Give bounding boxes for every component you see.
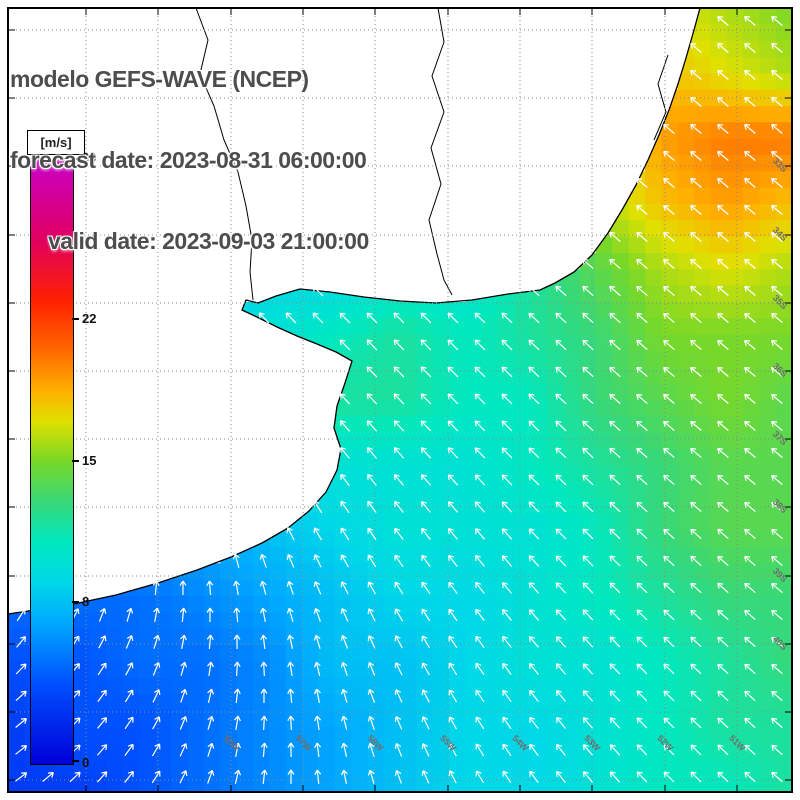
river-line xyxy=(653,54,669,141)
forecast-date-line: forecast date: 2023-08-31 06:00:00 xyxy=(10,147,367,173)
title-block: modelo GEFS-WAVE (NCEP) forecast date: 2… xyxy=(10,12,369,309)
graticule xyxy=(8,8,792,792)
land-coastline xyxy=(7,7,701,615)
colorbar-tick-mark xyxy=(72,158,79,160)
colorbar-tick-value: 8 xyxy=(82,593,90,609)
colorbar xyxy=(30,158,74,765)
wave-cells xyxy=(8,8,793,793)
colorbar-tick-value: 15 xyxy=(82,452,97,468)
colorbar-tick-mark xyxy=(72,600,79,603)
colorbar-unit-label: [m/s] xyxy=(40,135,72,150)
map-frame xyxy=(7,7,793,793)
wind-arrows xyxy=(15,15,783,785)
frame-ticks xyxy=(8,8,792,792)
colorbar-tick-value: 22 xyxy=(82,311,97,327)
colorbar-unit-box: [m/s] xyxy=(27,130,85,155)
colorbar-tick-mark xyxy=(72,318,79,321)
colorbar-tick-value: 0 xyxy=(82,755,90,770)
colorbar-tick-mark xyxy=(72,459,79,462)
model-title: modelo GEFS-WAVE (NCEP) xyxy=(10,66,309,92)
valid-date-line: valid date: 2023-09-03 21:00:00 xyxy=(48,228,369,254)
colorbar-tick-value: 30 xyxy=(82,150,97,165)
colorbar-tick-mark xyxy=(72,760,79,762)
